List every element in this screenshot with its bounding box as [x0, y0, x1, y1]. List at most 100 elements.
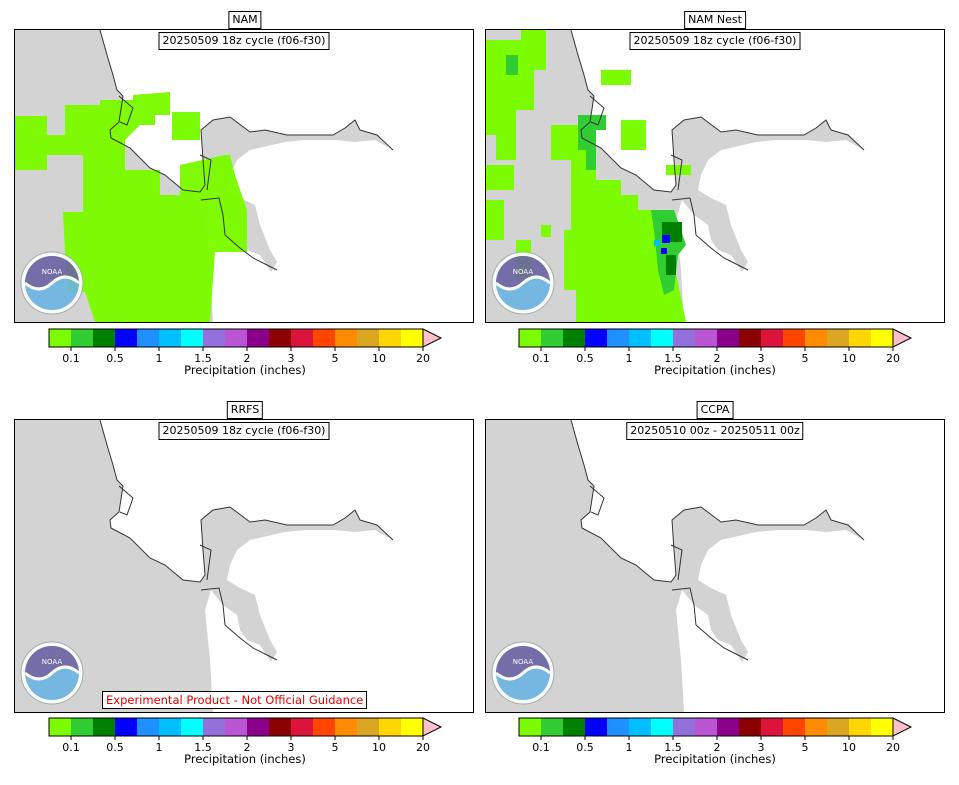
colorbar-outline	[48, 328, 424, 348]
colorbar-swatch	[827, 718, 849, 736]
colorbar-swatch	[739, 329, 761, 347]
colorbar-tick-label: 2	[714, 741, 721, 754]
colorbar-swatch	[291, 718, 313, 736]
colorbar-swatch	[849, 329, 871, 347]
colorbar-swatch	[203, 718, 225, 736]
colorbar-extend-arrow	[892, 717, 913, 737]
coastline	[570, 30, 865, 271]
colorbar-swatch	[225, 329, 247, 347]
colorbar-tick-label: 1.5	[194, 352, 212, 365]
panel-title-rrfs: RRFS	[226, 401, 264, 419]
colorbar-swatch	[93, 718, 115, 736]
map-ccpa	[486, 420, 865, 712]
colorbar-swatch	[585, 329, 607, 347]
colorbar-svg: 0.1 0.5 1 1.5 2 3 5 10 20	[518, 328, 913, 365]
colorbar-swatch	[783, 329, 805, 347]
colorbar-swatch	[335, 329, 357, 347]
colorbar-swatch	[93, 329, 115, 347]
colorbar-outline	[518, 717, 894, 737]
colorbar-tick-label: 1.5	[664, 352, 682, 365]
colorbar-swatch	[673, 718, 695, 736]
colorbar-tick-label: 0.5	[576, 741, 594, 754]
colorbar-swatch	[607, 718, 629, 736]
colorbar-swatch	[71, 718, 93, 736]
colorbar-swatch	[247, 718, 269, 736]
colorbar-swatch	[401, 718, 423, 736]
colorbar-swatch	[739, 718, 761, 736]
colorbar-swatch	[519, 718, 541, 736]
colorbar-swatch	[269, 329, 291, 347]
colorbar-tick-label: 2	[244, 352, 251, 365]
colorbar-swatch	[695, 718, 717, 736]
cycle-label-nam: 20250509 18z cycle (f06-f30)	[158, 32, 330, 50]
colorbar-swatch	[673, 329, 695, 347]
colorbar-label: Precipitation (inches)	[654, 363, 776, 377]
colorbar-swatch	[651, 718, 673, 736]
colorbar-swatch	[225, 718, 247, 736]
colorbar-extend-arrow	[422, 328, 443, 348]
colorbar-swatch	[159, 718, 181, 736]
colorbar-swatch	[71, 329, 93, 347]
colorbar-tick-label: 3	[758, 741, 765, 754]
map-panel-rrfs: NOAA 20250509 18z cycle (f06-f30) Experi…	[14, 419, 474, 713]
noaa-logo: NOAA	[491, 641, 555, 705]
colorbar-swatch	[695, 329, 717, 347]
colorbar-swatch	[541, 718, 563, 736]
colorbar-svg: 0.1 0.5 1 1.5 2 3 5 10 20	[518, 717, 913, 754]
svg-text:NOAA: NOAA	[42, 268, 63, 276]
colorbar-tick-label: 10	[372, 352, 386, 365]
colorbar-swatch	[313, 329, 335, 347]
colorbar-tick-label: 0.5	[106, 741, 124, 754]
colorbar-swatch	[181, 329, 203, 347]
colorbar-tick-label: 2	[244, 741, 251, 754]
colorbar-swatch	[159, 329, 181, 347]
colorbar-swatch	[805, 329, 827, 347]
colorbar-swatch	[717, 329, 739, 347]
colorbar-tick-label: 1.5	[194, 741, 212, 754]
colorbar-swatch	[805, 718, 827, 736]
colorbar-swatch	[629, 329, 651, 347]
colorbar-swatch	[563, 329, 585, 347]
colorbar-swatch	[563, 718, 585, 736]
colorbar-swatch	[269, 718, 291, 736]
colorbar-tick-label: 0.1	[62, 741, 80, 754]
colorbar-swatch	[519, 329, 541, 347]
colorbar-tick-label: 0.5	[106, 352, 124, 365]
svg-text:NOAA: NOAA	[513, 658, 534, 666]
colorbar-tick-label: 3	[758, 352, 765, 365]
colorbar-swatch	[827, 329, 849, 347]
colorbar-swatch	[115, 329, 137, 347]
panel-title-nam: NAM	[228, 11, 262, 29]
colorbar-swatch	[629, 718, 651, 736]
colorbar-swatch	[291, 329, 313, 347]
colorbar-extend-arrow	[422, 717, 443, 737]
svg-text:NOAA: NOAA	[513, 268, 534, 276]
land-mass	[15, 420, 393, 712]
colorbar-label: Precipitation (inches)	[184, 752, 306, 766]
colorbar-ccpa: 0.1 0.5 1 1.5 2 3 5 10 20 Precipitation (inches)	[518, 717, 919, 768]
colorbar-swatch	[607, 329, 629, 347]
colorbar-label: Precipitation (inches)	[654, 752, 776, 766]
colorbar-swatch	[181, 718, 203, 736]
colorbar-tick-label: 0.1	[62, 352, 80, 365]
map-panel-ccpa: NOAA 20250510 00z - 20250511 00z	[485, 419, 945, 713]
map-panel-namnest: NOAA 20250509 18z cycle (f06-f30)	[485, 29, 945, 323]
colorbar-swatch	[203, 329, 225, 347]
noaa-logo: NOAA	[20, 251, 84, 315]
colorbar-swatch	[849, 718, 871, 736]
colorbar-tick-label: 20	[416, 352, 430, 365]
panel-title-namnest: NAM Nest	[684, 11, 746, 29]
colorbar-tick-label: 10	[372, 741, 386, 754]
colorbar-svg: 0.1 0.5 1 1.5 2 3 5 10 20	[48, 328, 443, 365]
colorbar-swatch	[335, 718, 357, 736]
cycle-label-namnest: 20250509 18z cycle (f06-f30)	[629, 32, 801, 50]
colorbar-tick-label: 5	[802, 741, 809, 754]
colorbar-swatch	[137, 329, 159, 347]
colorbar-swatch	[357, 329, 379, 347]
colorbar-tick-label: 5	[332, 741, 339, 754]
map-rrfs	[15, 420, 394, 712]
colorbar-tick-label: 3	[288, 352, 295, 365]
noaa-logo: NOAA	[491, 251, 555, 315]
svg-text:NOAA: NOAA	[42, 658, 63, 666]
colorbar-swatch	[401, 329, 423, 347]
